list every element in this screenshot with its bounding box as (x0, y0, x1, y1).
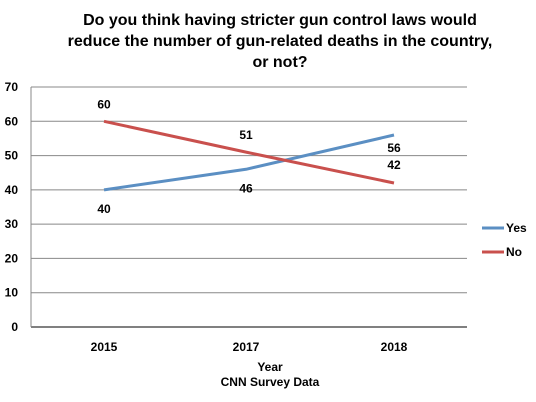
y-tick-label: 20 (5, 251, 19, 265)
x-axis-ticks: 2015 2017 2018 (91, 340, 408, 354)
x-tick-label: 2018 (381, 340, 408, 354)
x-tick-label: 2015 (91, 340, 118, 354)
series-line-yes (103, 133, 395, 192)
x-axis-title: Year (257, 360, 283, 374)
chart-title-line-3: or not? (252, 54, 308, 71)
series-line-no (103, 119, 395, 185)
source-note: CNN Survey Data (221, 375, 320, 389)
y-tick-label: 0 (11, 320, 18, 334)
y-tick-label: 50 (5, 149, 19, 163)
y-tick-label: 30 (5, 217, 19, 231)
chart-title-line-1: Do you think having stricter gun control… (83, 12, 477, 29)
legend: Yes No (482, 221, 527, 259)
data-label-no: 51 (239, 128, 253, 142)
legend-label-no: No (506, 245, 522, 259)
chart-title-line-2: reduce the number of gun-related deaths … (67, 33, 493, 50)
y-tick-label: 40 (5, 183, 19, 197)
y-tick-label: 10 (5, 286, 19, 300)
y-axis-ticks: 0 10 20 30 40 50 60 70 (5, 80, 19, 334)
data-label-yes: 56 (387, 141, 401, 155)
data-labels: 40 46 56 60 51 42 (97, 97, 401, 216)
data-label-yes: 40 (97, 202, 111, 216)
data-label-no: 60 (97, 97, 111, 111)
gridlines (30, 86, 467, 328)
data-label-no: 42 (387, 158, 401, 172)
y-tick-label: 70 (5, 80, 19, 94)
y-tick-label: 60 (5, 114, 19, 128)
data-label-yes: 46 (239, 181, 253, 195)
x-tick-label: 2017 (233, 340, 260, 354)
legend-label-yes: Yes (506, 221, 527, 235)
chart-title: Do you think having stricter gun control… (20, 10, 536, 73)
series-lines (103, 119, 395, 192)
